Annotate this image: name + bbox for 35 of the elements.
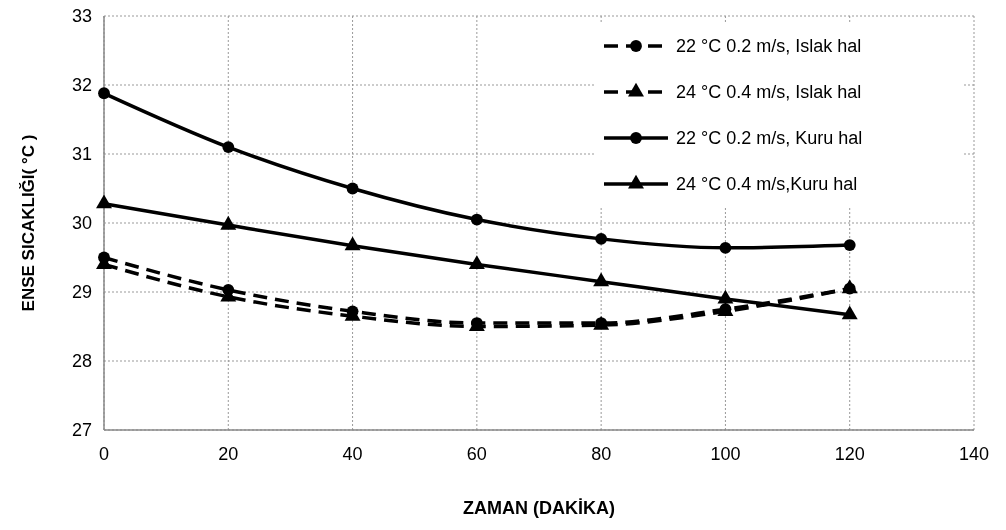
y-tick-label: 30 bbox=[71, 213, 92, 234]
point bbox=[222, 141, 235, 154]
point bbox=[344, 236, 361, 251]
point bbox=[220, 215, 237, 230]
legend-label: 24 °C 0.4 m/s,Kuru hal bbox=[676, 174, 858, 195]
y-tick-label: 32 bbox=[71, 75, 92, 96]
y-axis-title: ENSE SICAKLIĞI( °C ) bbox=[19, 134, 38, 312]
point bbox=[346, 182, 359, 195]
x-tick-label: 20 bbox=[218, 444, 239, 464]
x-tick-label: 100 bbox=[710, 444, 741, 464]
x-tick-label: 120 bbox=[834, 444, 865, 464]
x-tick-label: 0 bbox=[98, 444, 110, 464]
point bbox=[96, 194, 112, 209]
legend-label: 22 °C 0.2 m/s, Islak hal bbox=[676, 36, 862, 57]
x-tick-label: 80 bbox=[591, 444, 612, 464]
legend-label: 22 °C 0.2 m/s, Kuru hal bbox=[676, 128, 863, 149]
y-tick-label: 31 bbox=[71, 144, 92, 165]
point bbox=[98, 87, 110, 100]
x-axis-title: ZAMAN (DAKİKA) bbox=[463, 498, 615, 518]
point bbox=[843, 239, 856, 251]
legend-label: 24 °C 0.4 m/s, Islak hal bbox=[676, 82, 862, 103]
point bbox=[717, 289, 734, 304]
point bbox=[595, 232, 608, 245]
y-tick-label: 29 bbox=[71, 282, 92, 303]
point bbox=[841, 305, 858, 320]
y-tick-label: 33 bbox=[71, 6, 92, 27]
x-tick-label: 60 bbox=[466, 444, 487, 464]
point bbox=[468, 255, 485, 269]
point bbox=[719, 241, 732, 254]
point bbox=[593, 272, 610, 287]
y-tick-label: 28 bbox=[71, 351, 92, 372]
y-tick-label: 27 bbox=[71, 420, 92, 441]
point bbox=[470, 213, 483, 226]
x-tick-label: 140 bbox=[958, 444, 990, 464]
x-tick-label: 40 bbox=[342, 444, 363, 464]
